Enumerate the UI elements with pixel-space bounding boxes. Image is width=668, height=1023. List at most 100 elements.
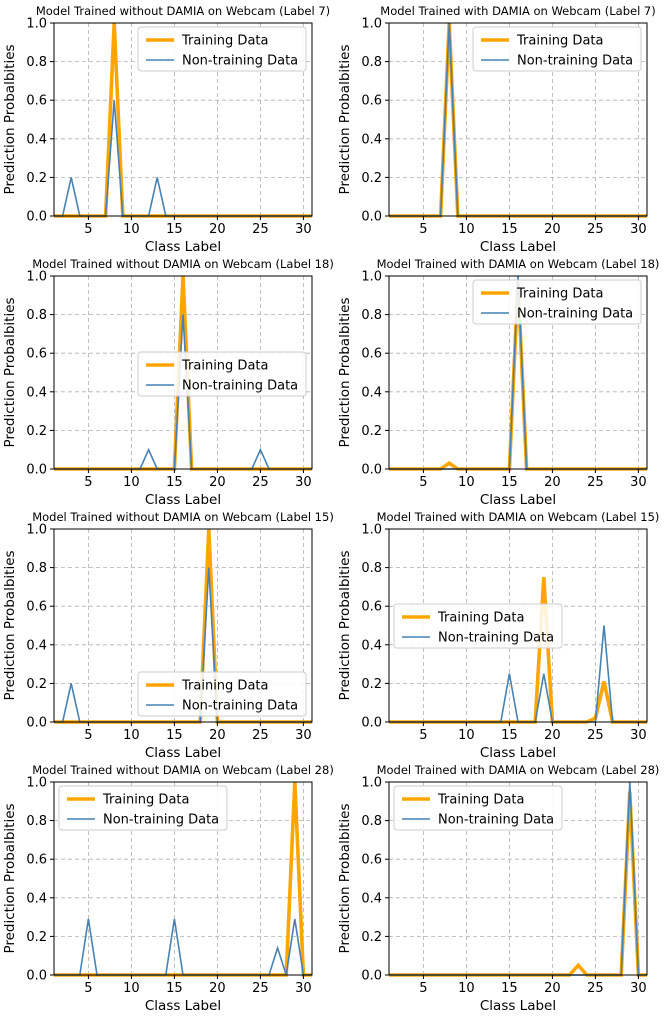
x-tick-label: 5 bbox=[84, 981, 92, 996]
x-tick-label: 20 bbox=[209, 222, 226, 237]
legend: Training Data Non-training Data bbox=[137, 26, 307, 72]
y-tick-label: 0.2 bbox=[361, 424, 382, 439]
subplot-4: Model Trained with DAMIA on Webcam (Labe… bbox=[337, 257, 659, 508]
subplot-3: Model Trained without DAMIA on Webcam (L… bbox=[2, 257, 334, 508]
x-tick-label: 25 bbox=[587, 728, 604, 743]
x-tick-label: 5 bbox=[419, 475, 427, 490]
x-tick-label: 15 bbox=[166, 475, 183, 490]
x-tick-label: 30 bbox=[630, 475, 647, 490]
x-tick-label: 5 bbox=[419, 981, 427, 996]
legend-label: Training Data bbox=[181, 679, 268, 694]
y-tick-label: 1.0 bbox=[361, 270, 382, 285]
y-tick-label: 0.0 bbox=[26, 716, 47, 731]
x-tick-label: 5 bbox=[419, 222, 427, 237]
axes-frame bbox=[53, 781, 313, 976]
y-tick-label: 0.2 bbox=[361, 930, 382, 945]
y-tick-label: 0.6 bbox=[26, 853, 47, 868]
y-tick-label: 0.6 bbox=[26, 94, 47, 109]
x-tick-label: 20 bbox=[209, 475, 226, 490]
subplot-7: Model Trained without DAMIA on Webcam (L… bbox=[2, 763, 334, 1014]
x-tick-label: 25 bbox=[587, 475, 604, 490]
legend: Training Data Non-training Data bbox=[472, 279, 642, 325]
y-axis-label: Prediction Probalbities bbox=[2, 803, 18, 953]
legend-label: Training Data bbox=[437, 611, 524, 626]
y-tick-label: 0.2 bbox=[26, 677, 47, 692]
x-tick-label: 15 bbox=[166, 728, 183, 743]
subplot-title: Model Trained with DAMIA on Webcam (Labe… bbox=[377, 763, 660, 777]
legend-box bbox=[137, 351, 307, 397]
axes-frame bbox=[388, 275, 648, 470]
y-tick-label: 0.0 bbox=[361, 463, 382, 478]
y-tick-label: 0.6 bbox=[361, 600, 382, 615]
subplot-5: Model Trained without DAMIA on Webcam (L… bbox=[2, 510, 334, 761]
legend-label: Non-training Data bbox=[182, 54, 298, 69]
axes-frame bbox=[53, 275, 313, 470]
x-tick-label: 15 bbox=[501, 222, 518, 237]
x-tick-label: 25 bbox=[252, 222, 269, 237]
x-tick-label: 30 bbox=[295, 475, 312, 490]
x-axis-label: Class Label bbox=[145, 239, 221, 255]
y-tick-label: 0.4 bbox=[26, 132, 47, 147]
y-tick-label: 0.4 bbox=[361, 132, 382, 147]
x-tick-label: 5 bbox=[84, 222, 92, 237]
x-tick-label: 15 bbox=[166, 981, 183, 996]
y-tick-label: 0.2 bbox=[26, 930, 47, 945]
x-tick-label: 25 bbox=[252, 475, 269, 490]
y-tick-label: 0.6 bbox=[361, 853, 382, 868]
y-tick-label: 0.8 bbox=[361, 814, 382, 829]
subplot-1: Model Trained without DAMIA on Webcam (L… bbox=[2, 4, 330, 255]
series-nontraining-line bbox=[54, 100, 312, 217]
x-tick-label: 10 bbox=[123, 728, 140, 743]
legend: Training Data Non-training Data bbox=[58, 785, 228, 831]
axes-frame bbox=[388, 22, 648, 217]
x-axis-label: Class Label bbox=[480, 998, 556, 1014]
y-tick-label: 1.0 bbox=[361, 523, 382, 538]
y-axis-label: Prediction Probalbities bbox=[337, 44, 353, 194]
legend: Training Data Non-training Data bbox=[393, 603, 563, 649]
legend-box bbox=[137, 26, 307, 72]
x-tick-label: 20 bbox=[209, 728, 226, 743]
legend-label: Training Data bbox=[437, 793, 524, 808]
x-tick-label: 30 bbox=[630, 222, 647, 237]
x-tick-label: 10 bbox=[123, 981, 140, 996]
y-tick-label: 0.8 bbox=[26, 561, 47, 576]
legend-label: Training Data bbox=[181, 359, 268, 374]
x-tick-label: 20 bbox=[544, 475, 561, 490]
y-tick-label: 0.4 bbox=[361, 638, 382, 653]
y-tick-label: 0.8 bbox=[361, 55, 382, 70]
legend-box bbox=[472, 279, 642, 325]
x-tick-label: 15 bbox=[166, 222, 183, 237]
axes-frame bbox=[388, 781, 648, 976]
y-tick-label: 0.0 bbox=[361, 210, 382, 225]
y-tick-label: 0.4 bbox=[26, 385, 47, 400]
series-training-line bbox=[389, 577, 647, 724]
y-tick-label: 1.0 bbox=[26, 776, 47, 791]
legend-label: Training Data bbox=[102, 793, 189, 808]
legend-box bbox=[393, 785, 563, 831]
x-tick-label: 30 bbox=[295, 728, 312, 743]
y-tick-label: 0.6 bbox=[26, 600, 47, 615]
x-tick-label: 10 bbox=[458, 981, 475, 996]
y-tick-label: 1.0 bbox=[26, 523, 47, 538]
subplot-8: Model Trained with DAMIA on Webcam (Labe… bbox=[337, 763, 659, 1014]
y-tick-label: 0.2 bbox=[361, 677, 382, 692]
x-tick-label: 15 bbox=[501, 475, 518, 490]
legend-label: Non-training Data bbox=[438, 813, 554, 828]
x-tick-label: 25 bbox=[252, 728, 269, 743]
y-tick-label: 0.0 bbox=[26, 210, 47, 225]
y-tick-label: 0.4 bbox=[361, 385, 382, 400]
legend-label: Non-training Data bbox=[517, 54, 633, 69]
x-tick-label: 10 bbox=[123, 475, 140, 490]
x-tick-label: 30 bbox=[295, 222, 312, 237]
legend-label: Non-training Data bbox=[182, 379, 298, 394]
x-tick-label: 30 bbox=[630, 728, 647, 743]
x-axis-label: Class Label bbox=[480, 239, 556, 255]
y-tick-label: 0.6 bbox=[361, 94, 382, 109]
axes-frame bbox=[53, 22, 313, 217]
subplot-title: Model Trained without DAMIA on Webcam (L… bbox=[32, 763, 334, 777]
x-tick-label: 10 bbox=[458, 222, 475, 237]
legend-box bbox=[58, 785, 228, 831]
y-axis-label: Prediction Probalbities bbox=[2, 44, 18, 194]
y-tick-label: 0.6 bbox=[361, 347, 382, 362]
legend-box bbox=[472, 26, 642, 72]
